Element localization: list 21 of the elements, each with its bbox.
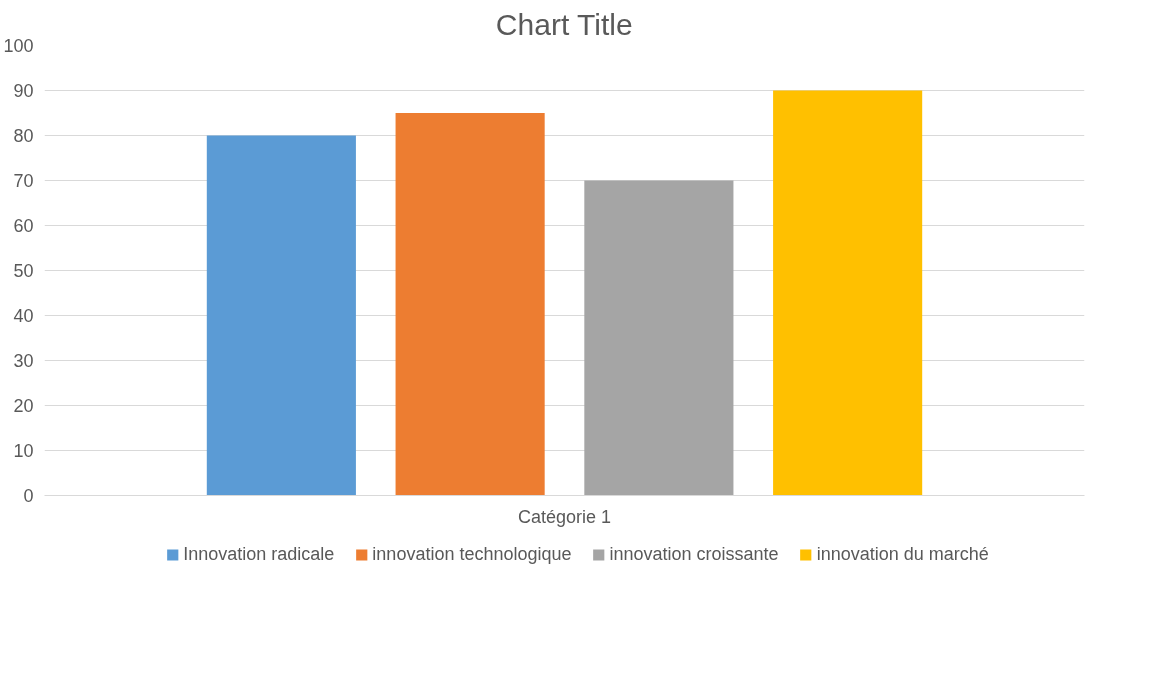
y-tick-label: 30 [13,351,34,371]
y-tick-label: 80 [13,126,34,146]
y-tick-label: 40 [13,306,34,326]
y-tick-label: 100 [3,36,34,56]
y-tick-label: 90 [13,81,34,101]
bar [584,180,734,496]
legend-label: Innovation radicale [183,543,335,565]
legend-label: innovation croissante [609,543,779,565]
x-tick-label: Catégorie 1 [517,506,612,527]
legend-label: innovation technologique [372,543,572,565]
y-tick-label: 20 [13,396,34,416]
bar [395,113,545,496]
y-tick-label: 0 [23,486,34,506]
chart-title: Chart Title [495,7,633,41]
y-tick-label: 70 [13,171,34,191]
bar [206,135,356,496]
legend-label: innovation du marché [816,543,989,565]
y-tick-label: 60 [13,216,34,236]
bar [773,90,923,496]
y-tick-label: 50 [13,261,34,281]
y-tick-label: 10 [13,441,34,461]
